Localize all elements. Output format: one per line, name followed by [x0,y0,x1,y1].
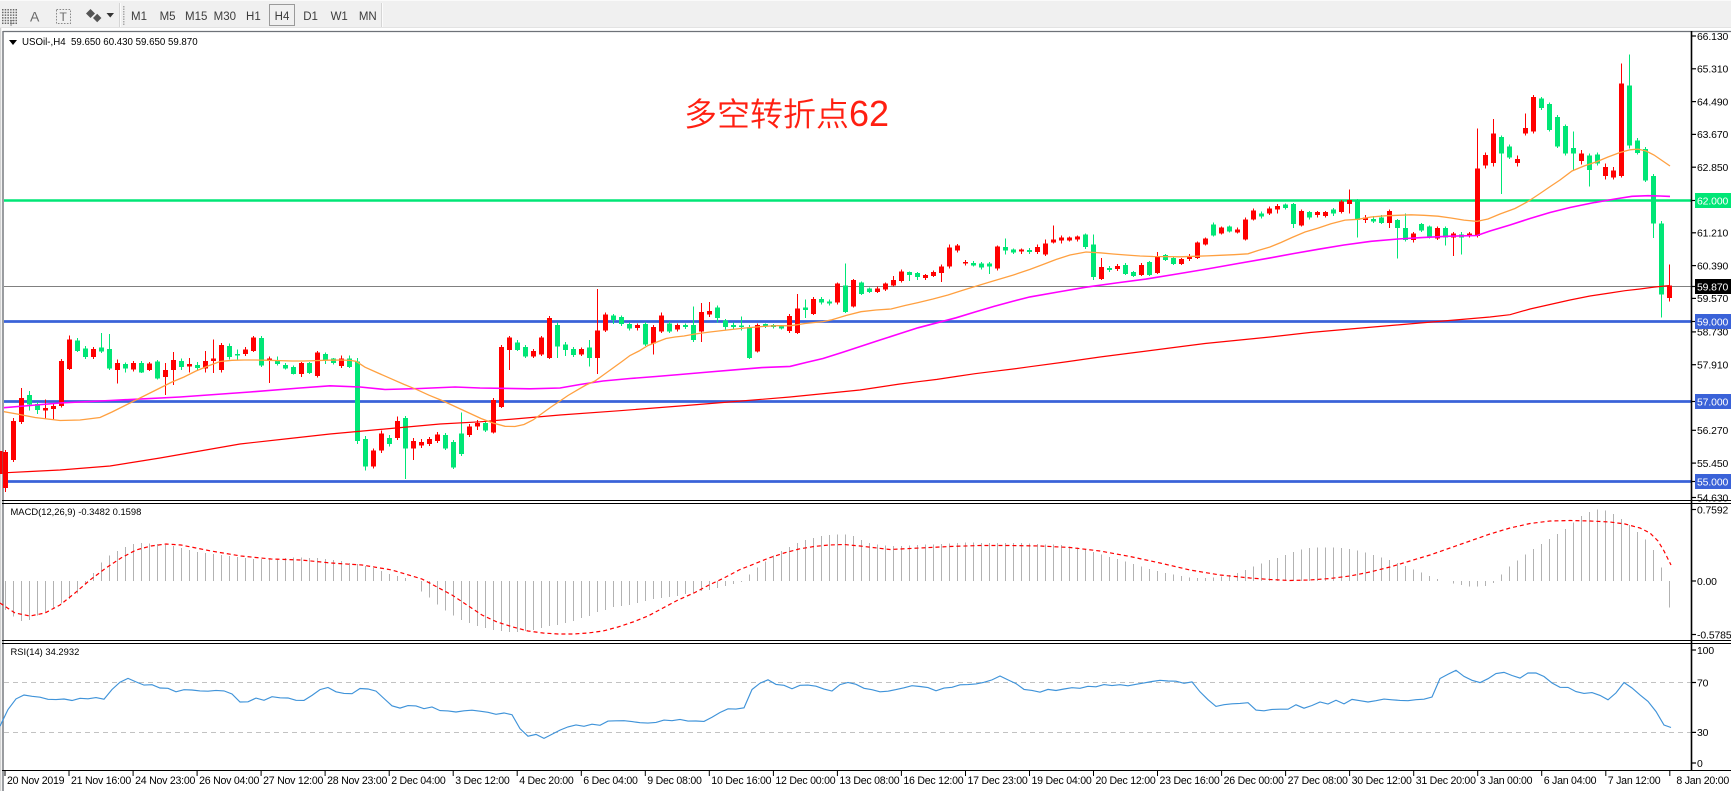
svg-text:100: 100 [1697,646,1714,657]
svg-text:19 Dec 04:00: 19 Dec 04:00 [1032,775,1092,787]
svg-text:59.870: 59.870 [1697,282,1729,293]
svg-text:23 Dec 16:00: 23 Dec 16:00 [1160,775,1220,787]
svg-text:MN: MN [359,11,377,23]
svg-text:24 Nov 23:00: 24 Nov 23:00 [135,775,195,787]
svg-text:57.910: 57.910 [1697,361,1729,372]
svg-text:F: F [10,19,15,28]
svg-text:26 Dec 00:00: 26 Dec 00:00 [1224,775,1284,787]
svg-text:27 Dec 08:00: 27 Dec 08:00 [1288,775,1348,787]
svg-text:6 Dec 04:00: 6 Dec 04:00 [583,775,638,787]
svg-text:2 Dec 04:00: 2 Dec 04:00 [391,775,446,787]
svg-text:RSI(14) 34.2932: RSI(14) 34.2932 [11,646,80,657]
svg-text:A: A [30,9,40,25]
svg-text:USOil-,H4 59.650 60.430 59.65: USOil-,H4 59.650 60.430 59.650 59.870 [22,37,198,48]
svg-text:62.850: 62.850 [1697,163,1729,174]
svg-text:70: 70 [1697,678,1709,689]
svg-text:62.000: 62.000 [1697,196,1729,207]
svg-text:65.310: 65.310 [1697,65,1729,76]
svg-text:4 Dec 20:00: 4 Dec 20:00 [519,775,574,787]
svg-text:54.630: 54.630 [1697,493,1729,504]
svg-text:0.00: 0.00 [1697,577,1717,588]
svg-text:M1: M1 [131,11,147,23]
svg-text:13 Dec 08:00: 13 Dec 08:00 [839,775,899,787]
svg-text:55.000: 55.000 [1697,477,1729,488]
svg-text:T: T [60,10,68,24]
svg-text:7 Jan 12:00: 7 Jan 12:00 [1608,775,1661,787]
svg-text:0.7592: 0.7592 [1697,505,1729,516]
svg-text:6 Jan 04:00: 6 Jan 04:00 [1544,775,1597,787]
svg-text:8 Jan 20:00: 8 Jan 20:00 [1676,775,1729,787]
svg-text:3 Jan 00:00: 3 Jan 00:00 [1480,775,1533,787]
svg-text:63.670: 63.670 [1697,130,1729,141]
svg-text:H1: H1 [246,11,261,23]
svg-text:59.570: 59.570 [1697,294,1729,305]
svg-text:21 Nov 16:00: 21 Nov 16:00 [71,775,131,787]
svg-text:9 Dec 08:00: 9 Dec 08:00 [647,775,702,787]
svg-text:W1: W1 [331,11,348,23]
svg-text:28 Nov 23:00: 28 Nov 23:00 [327,775,387,787]
svg-text:M30: M30 [214,11,236,23]
svg-text:M5: M5 [160,11,176,23]
svg-text:0: 0 [1697,759,1703,770]
svg-text:60.390: 60.390 [1697,261,1729,272]
svg-text:3 Dec 12:00: 3 Dec 12:00 [455,775,510,787]
svg-text:59.000: 59.000 [1697,317,1729,328]
svg-text:30: 30 [1697,728,1709,739]
svg-text:62: 62 [849,93,889,134]
svg-text:-0.5785: -0.5785 [1697,630,1731,641]
svg-text:58.730: 58.730 [1697,328,1729,339]
svg-text:64.490: 64.490 [1697,97,1729,108]
svg-text:20 Nov 2019: 20 Nov 2019 [7,775,65,787]
svg-text:16 Dec 12:00: 16 Dec 12:00 [903,775,963,787]
svg-text:M15: M15 [185,11,207,23]
svg-text:17 Dec 23:00: 17 Dec 23:00 [968,775,1028,787]
svg-text:31 Dec 20:00: 31 Dec 20:00 [1416,775,1476,787]
svg-text:30 Dec 12:00: 30 Dec 12:00 [1352,775,1412,787]
svg-text:MACD(12,26,9) -0.3482 0.1598: MACD(12,26,9) -0.3482 0.1598 [11,506,142,517]
svg-text:57.000: 57.000 [1697,397,1729,408]
svg-text:12 Dec 00:00: 12 Dec 00:00 [775,775,835,787]
svg-text:10 Dec 16:00: 10 Dec 16:00 [711,775,771,787]
svg-text:H4: H4 [275,11,290,23]
svg-text:61.210: 61.210 [1697,229,1729,240]
svg-text:66.130: 66.130 [1697,32,1729,43]
svg-text:26 Nov 04:00: 26 Nov 04:00 [199,775,259,787]
svg-text:D1: D1 [303,11,318,23]
svg-text:20 Dec 12:00: 20 Dec 12:00 [1096,775,1156,787]
svg-text:56.270: 56.270 [1697,426,1729,437]
svg-text:27 Nov 12:00: 27 Nov 12:00 [263,775,323,787]
svg-text:55.450: 55.450 [1697,459,1729,470]
